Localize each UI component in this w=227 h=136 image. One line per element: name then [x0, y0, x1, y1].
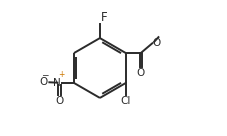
- Text: O: O: [39, 77, 47, 87]
- Text: O: O: [153, 38, 161, 48]
- Text: F: F: [101, 11, 108, 24]
- Text: +: +: [58, 70, 64, 79]
- Text: O: O: [55, 96, 64, 106]
- Text: Cl: Cl: [121, 96, 131, 106]
- Text: O: O: [137, 68, 145, 78]
- Text: −: −: [41, 70, 49, 79]
- Text: N: N: [53, 78, 61, 88]
